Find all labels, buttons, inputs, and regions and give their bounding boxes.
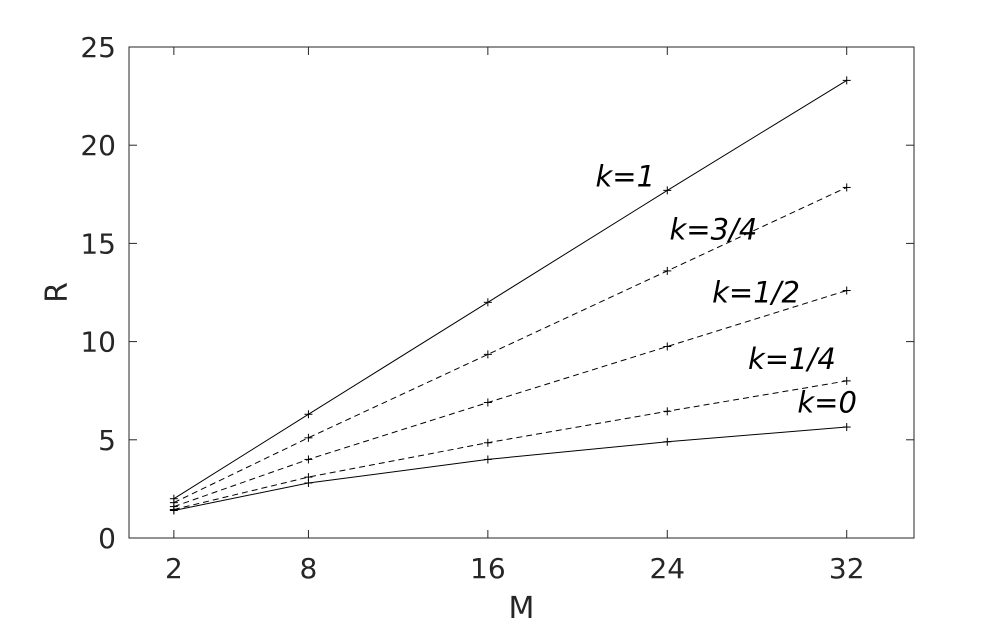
x-tick-label: 8 — [300, 552, 318, 585]
y-tick-label: 15 — [80, 227, 116, 260]
data-point — [304, 455, 313, 464]
data-point — [483, 350, 492, 359]
data-point — [663, 342, 672, 351]
data-point — [842, 183, 851, 192]
series-label: k=1 — [596, 159, 656, 193]
data-point — [663, 437, 672, 446]
x-axis-label: M — [509, 591, 535, 626]
data-point — [483, 298, 492, 307]
data-point — [304, 410, 313, 419]
x-tick-label: 2 — [165, 552, 183, 585]
data-point — [483, 438, 492, 447]
series-label: k=1/4 — [748, 342, 836, 376]
x-tick-label: 32 — [829, 552, 865, 585]
y-tick-label: 25 — [80, 31, 116, 64]
series-label-layer: k=1 k=3/4 k=1/2 k=1/4 k=0 — [596, 159, 857, 419]
plot-frame — [128, 46, 915, 539]
data-point — [483, 398, 492, 407]
series-line — [173, 186, 847, 504]
series-label: k=1/2 — [712, 275, 800, 309]
series-layer — [169, 76, 851, 515]
y-tick-label: 5 — [98, 424, 116, 457]
data-point — [842, 376, 851, 385]
y-tick-label: 20 — [80, 129, 116, 162]
x-tick-label: 24 — [649, 552, 685, 585]
y-tick-label: 0 — [98, 522, 116, 555]
series-label: k=3/4 — [670, 212, 758, 246]
data-point — [304, 479, 313, 488]
y-axis-label: R — [40, 282, 75, 303]
data-point — [304, 433, 313, 442]
data-point — [169, 506, 178, 515]
data-point — [842, 286, 851, 295]
data-point — [483, 455, 492, 464]
x-tick-label: 16 — [470, 552, 506, 585]
data-point — [842, 423, 851, 432]
series-label: k=0 — [797, 385, 857, 419]
data-point — [663, 266, 672, 275]
data-point — [663, 186, 672, 195]
data-point — [842, 76, 851, 85]
tick-layer: 2 8 16 24 32 0 5 10 15 20 25 — [80, 31, 914, 585]
y-tick-label: 10 — [80, 326, 116, 359]
data-point — [663, 407, 672, 416]
